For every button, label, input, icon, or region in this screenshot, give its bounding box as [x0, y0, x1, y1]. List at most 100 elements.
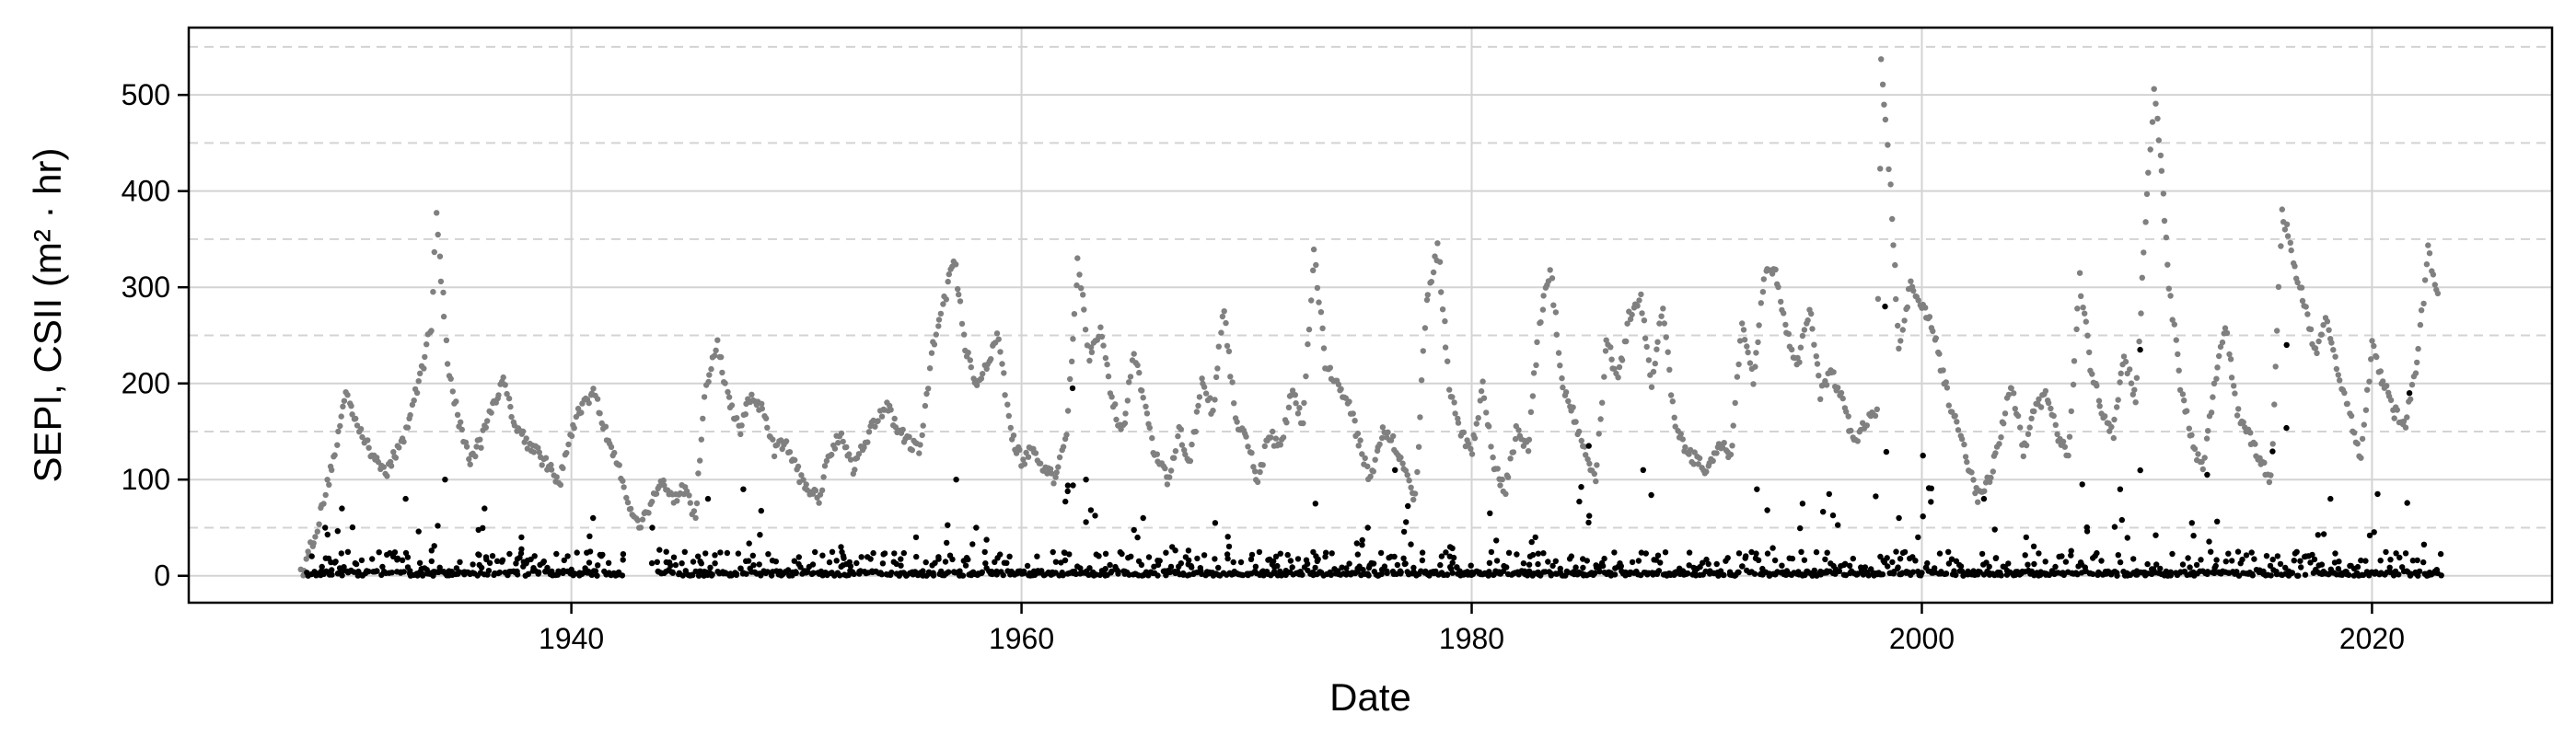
csii-point	[2416, 568, 2423, 575]
sepi-point	[1060, 444, 1067, 450]
csii-point	[514, 556, 521, 562]
sepi-point	[2127, 366, 2133, 373]
sepi-point	[1954, 419, 1960, 425]
sepi-point	[1460, 429, 1468, 436]
sepi-point	[421, 365, 427, 372]
sepi-point	[843, 444, 850, 451]
sepi-point	[1181, 446, 1188, 454]
sepi-point	[388, 463, 395, 469]
sepi-point	[443, 337, 450, 343]
csii-point	[930, 572, 937, 579]
sepi-point	[2149, 119, 2156, 125]
csii-point	[415, 528, 422, 535]
sepi-point	[2020, 453, 2026, 460]
csii-point	[957, 568, 963, 574]
csii-point	[764, 569, 771, 575]
sepi-point	[2157, 152, 2164, 159]
csii-point	[1108, 568, 1115, 575]
sepi-point	[502, 382, 508, 388]
sepi-point	[818, 487, 826, 493]
csii-point	[1419, 557, 1426, 564]
sepi-point	[1494, 466, 1501, 472]
csii-point	[1299, 571, 1305, 578]
csii-point	[2406, 390, 2413, 397]
csii-point	[389, 570, 395, 576]
y-tick-label: 0	[154, 559, 170, 593]
csii-point	[649, 524, 656, 531]
csii-point	[1943, 570, 1950, 577]
data-points	[297, 56, 2444, 579]
sepi-point	[437, 278, 445, 285]
sepi-point	[411, 398, 417, 404]
sepi-point	[458, 419, 464, 425]
csii-point	[1272, 553, 1280, 559]
csii-point	[2307, 559, 2314, 566]
sepi-point	[1624, 320, 1630, 327]
sepi-point	[1879, 81, 1886, 88]
sepi-point	[338, 413, 344, 420]
sepi-point	[725, 388, 731, 396]
sepi-point	[1025, 454, 1032, 460]
sepi-point	[1076, 271, 1083, 278]
sepi-point	[1627, 316, 1634, 323]
sepi-point	[2430, 271, 2437, 278]
csii-point	[2152, 532, 2159, 538]
csii-point	[2060, 571, 2067, 579]
sepi-point	[1595, 431, 1602, 437]
sepi-point	[1483, 409, 1490, 416]
sepi-point	[1210, 408, 1216, 414]
sepi-point	[2315, 338, 2322, 345]
csii-point	[1751, 570, 1758, 577]
csii-point	[1936, 550, 1944, 557]
sepi-point	[719, 369, 725, 376]
csii-point	[2117, 559, 2124, 566]
sepi-point	[1193, 409, 1201, 415]
sepi-point	[1319, 325, 1326, 331]
sepi-point	[1915, 297, 1921, 304]
csii-point	[1096, 553, 1102, 559]
sepi-point	[820, 474, 827, 480]
sepi-point	[1229, 379, 1236, 386]
sepi-point	[770, 436, 776, 443]
csii-point	[841, 555, 847, 561]
sepi-point	[1428, 279, 1435, 285]
csii-point	[1532, 534, 1538, 541]
sepi-point	[1187, 457, 1194, 465]
sepi-point	[1890, 242, 1897, 248]
sepi-point	[1406, 478, 1412, 484]
grid-lines	[189, 28, 2552, 603]
sepi-point	[390, 449, 397, 455]
sepi-point	[1465, 441, 1472, 447]
sepi-point	[1080, 292, 1086, 298]
csii-point	[1585, 519, 1592, 526]
csii-point	[1618, 563, 1625, 570]
csii-point	[1873, 493, 1879, 500]
sepi-point	[1730, 422, 1736, 429]
csii-point	[1535, 560, 1541, 568]
sepi-point	[1533, 362, 1539, 368]
sepi-point	[2133, 374, 2141, 381]
csii-point	[656, 547, 663, 553]
sepi-point	[616, 462, 622, 468]
sepi-point	[1410, 496, 1417, 503]
sepi-point	[2431, 282, 2438, 288]
csii-point	[1062, 557, 1069, 564]
sepi-point	[1602, 348, 1609, 354]
sepi-point	[447, 375, 454, 382]
sepi-point	[2111, 416, 2118, 423]
sepi-point	[2014, 412, 2022, 420]
csii-point	[793, 570, 799, 576]
sepi-point	[1310, 267, 1317, 273]
sepi-point	[1843, 409, 1850, 415]
csii-point	[404, 564, 412, 570]
sepi-point	[2288, 247, 2294, 254]
csii-point	[1069, 385, 1076, 392]
csii-point	[1359, 536, 1365, 544]
csii-point	[2157, 565, 2164, 572]
sepi-point	[1896, 345, 1902, 351]
csii-point	[322, 524, 329, 531]
sepi-point	[2362, 407, 2370, 413]
csii-point	[1528, 538, 1535, 546]
csii-point	[366, 568, 372, 575]
sepi-point	[1615, 374, 1621, 381]
